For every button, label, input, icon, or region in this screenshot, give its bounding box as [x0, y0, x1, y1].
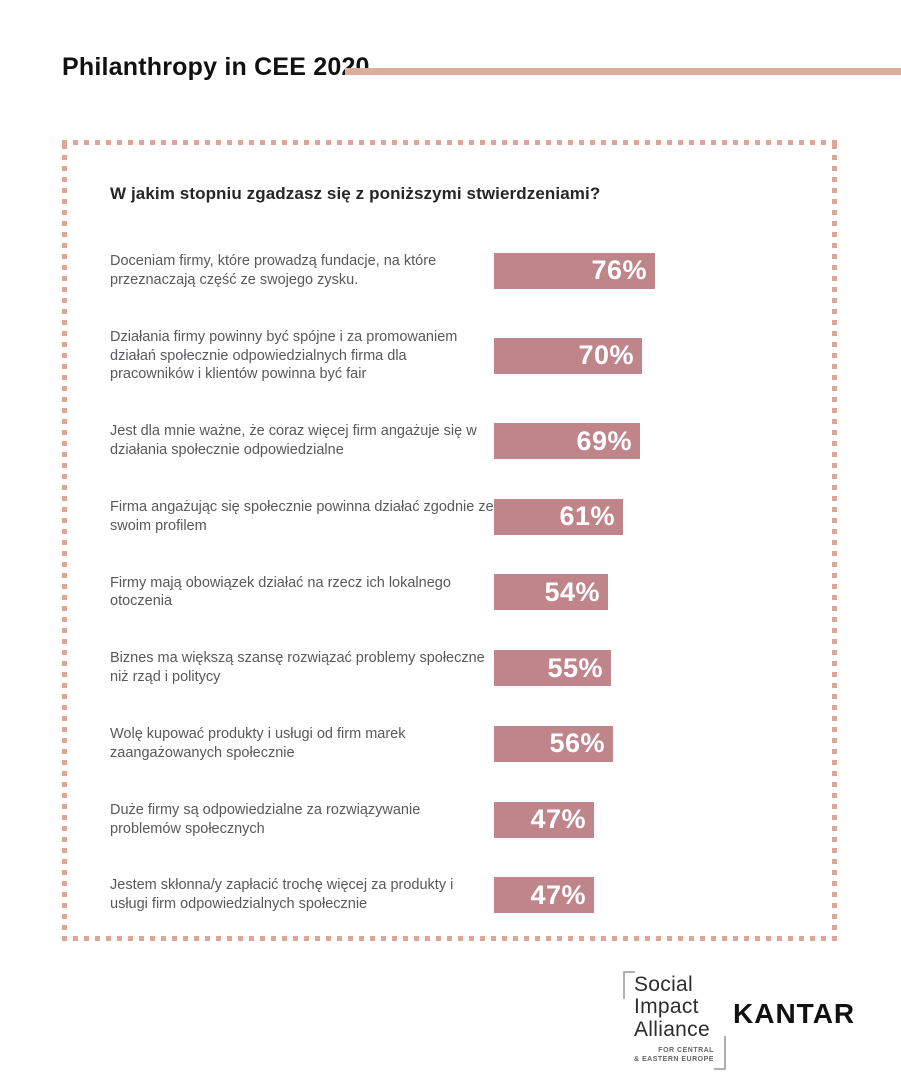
- value-label: 76%: [591, 255, 647, 286]
- value-label: 69%: [576, 425, 632, 456]
- sia-logo-tagline: FOR CENTRAL & EASTERN EUROPE: [634, 1046, 714, 1064]
- value-bar: 61%: [494, 498, 623, 535]
- value-bar: 69%: [494, 423, 640, 460]
- value-bar: 47%: [494, 877, 594, 914]
- logo-bracket-bottom-right: [713, 1035, 726, 1070]
- bar-track: 70%: [494, 337, 817, 374]
- statement-text: Firmy mają obowiązek działać na rzecz ic…: [110, 574, 451, 610]
- kantar-logo: KANTAR: [733, 998, 856, 1029]
- value-bar: 70%: [494, 337, 642, 374]
- statement-row: Jestem skłonna/y zapłacić trochę więcej …: [110, 876, 817, 914]
- value-label: 47%: [530, 879, 586, 910]
- bar-track: 76%: [494, 252, 817, 289]
- sia-tagline-line1: FOR CENTRAL: [658, 1046, 714, 1054]
- statement-row: Doceniam firmy, które prowadzą fundacje,…: [110, 252, 817, 290]
- dotted-frame-left: [62, 140, 67, 941]
- statement-text: Jest dla mnie ważne, że coraz więcej fir…: [110, 423, 477, 459]
- chart-content: W jakim stopniu zgadzasz się z poniższym…: [110, 184, 817, 914]
- value-bar: 56%: [494, 725, 613, 762]
- footer: Social Impact Alliance FOR CENTRAL & EAS…: [0, 960, 901, 1080]
- value-label: 70%: [578, 340, 634, 371]
- statement-row: Działania firmy powinny być spójne i za …: [110, 328, 817, 385]
- statement-row: Wolę kupować produkty i usługi od firm m…: [110, 725, 817, 763]
- statement-text: Biznes ma większą szansę rozwiązać probl…: [110, 650, 485, 686]
- sia-tagline-line2: & EASTERN EUROPE: [634, 1055, 714, 1063]
- bar-track: 56%: [494, 725, 817, 762]
- statement-text: Wolę kupować produkty i usługi od firm m…: [110, 725, 406, 761]
- logo-bracket-top-left: [623, 971, 635, 999]
- bar-track: 47%: [494, 801, 817, 838]
- value-bar: 47%: [494, 801, 594, 838]
- chart-question: W jakim stopniu zgadzasz się z poniższym…: [110, 184, 601, 203]
- page-title: Philanthropy in CEE 2020: [62, 53, 370, 81]
- value-label: 55%: [547, 652, 603, 683]
- sia-logo-line3: Alliance: [634, 1017, 710, 1041]
- bar-track: 69%: [494, 423, 817, 460]
- statement-row: Jest dla mnie ważne, że coraz więcej fir…: [110, 422, 817, 460]
- statement-row: Firma angażując się społecznie powinna d…: [110, 498, 817, 536]
- title-accent-rule: [345, 68, 901, 75]
- bar-track: 47%: [494, 877, 817, 914]
- statement-text: Jestem skłonna/y zapłacić trochę więcej …: [110, 877, 454, 913]
- value-label: 61%: [559, 501, 615, 532]
- bar-track: 54%: [494, 574, 817, 611]
- chart-rows: Doceniam firmy, które prowadzą fundacje,…: [110, 252, 817, 914]
- social-impact-alliance-logo: Social Impact Alliance FOR CENTRAL & EAS…: [623, 971, 726, 1070]
- dotted-frame-bottom: [62, 936, 837, 941]
- value-label: 54%: [544, 576, 600, 607]
- statement-row: Biznes ma większą szansę rozwiązać probl…: [110, 649, 817, 687]
- sia-logo-line1: Social: [634, 973, 693, 996]
- statement-row: Firmy mają obowiązek działać na rzecz ic…: [110, 574, 817, 612]
- statement-text: Doceniam firmy, które prowadzą fundacje,…: [110, 253, 437, 288]
- value-label: 47%: [530, 804, 586, 834]
- statement-row: Duże firmy są odpowiedzialne za rozwiązy…: [110, 801, 817, 839]
- statement-text: Firma angażując się społecznie powinna d…: [110, 498, 494, 534]
- bar-track: 55%: [494, 650, 817, 687]
- statement-text: Duże firmy są odpowiedzialne za rozwiązy…: [110, 801, 421, 837]
- value-bar: 55%: [494, 650, 611, 687]
- sia-logo-line2: Impact: [634, 995, 699, 1019]
- bar-track: 61%: [494, 498, 817, 535]
- dotted-frame-top: [62, 140, 837, 145]
- statement-text: Działania firmy powinny być spójne i za …: [110, 328, 458, 383]
- dotted-frame: W jakim stopniu zgadzasz się z poniższym…: [62, 140, 837, 941]
- value-bar: 76%: [494, 252, 655, 289]
- value-bar: 54%: [494, 574, 608, 611]
- dotted-frame-right: [832, 140, 837, 941]
- value-label: 56%: [549, 728, 605, 759]
